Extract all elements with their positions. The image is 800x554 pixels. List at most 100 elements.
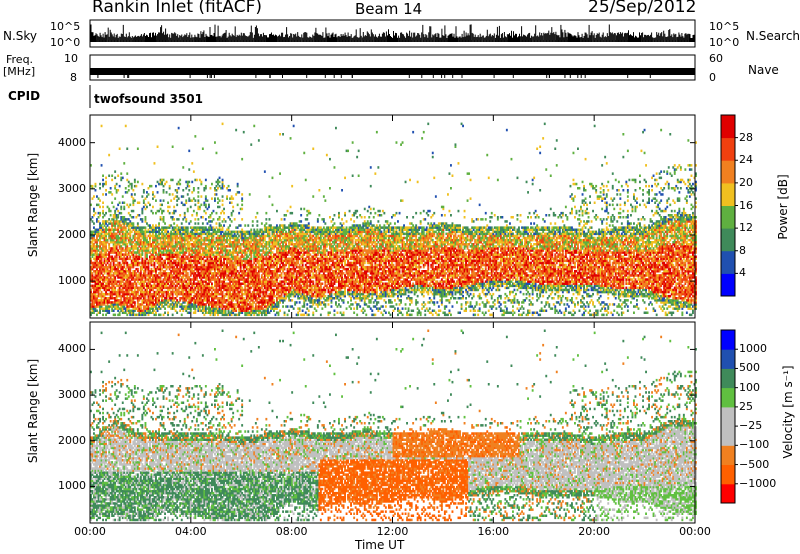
power-cell: [166, 191, 168, 194]
power-cell: [99, 206, 101, 209]
power-cell: [93, 222, 95, 225]
power-cell: [172, 146, 174, 149]
power-cell: [134, 301, 136, 304]
power-cell: [114, 197, 116, 200]
power-cell: [241, 158, 243, 161]
power-cell: [197, 195, 199, 198]
power-cell: [163, 216, 165, 219]
power-cell: [211, 283, 213, 286]
power-cell: [128, 189, 130, 192]
power-cell: [111, 193, 113, 196]
power-cell: [182, 189, 184, 192]
power-cell: [222, 195, 224, 198]
power-cell: [114, 177, 116, 180]
power-cell: [200, 195, 202, 198]
power-cell: [235, 129, 237, 132]
power-cell: [265, 212, 267, 215]
power-cell: [178, 197, 180, 200]
power-cell: [250, 229, 252, 232]
power-cell: [265, 218, 267, 221]
power-cell: [141, 183, 143, 186]
power-cell: [132, 216, 134, 219]
power-cell: [157, 191, 159, 194]
power-cell: [229, 224, 231, 227]
power-cell: [123, 202, 125, 205]
power-cell: [231, 220, 233, 223]
power-cell: [238, 212, 240, 215]
power-cell: [164, 307, 166, 310]
power-cell: [240, 224, 242, 227]
power-cell: [187, 272, 189, 275]
power-cell: [213, 218, 215, 221]
power-cell: [181, 222, 183, 225]
power-cell: [272, 177, 274, 180]
power-cell: [188, 150, 190, 153]
power-cell: [232, 197, 234, 200]
power-cell: [284, 218, 286, 221]
power-cell: [95, 212, 97, 215]
power-cell: [173, 218, 175, 221]
power-cell: [178, 127, 180, 130]
power-cell: [250, 143, 252, 146]
power-cell: [152, 191, 154, 194]
power-cell: [231, 202, 233, 205]
power-cell: [191, 181, 193, 184]
power-cell: [202, 222, 204, 225]
power-cell: [216, 152, 218, 155]
power-cell: [102, 175, 104, 178]
power-cell: [194, 204, 196, 207]
power-cell: [172, 193, 174, 196]
power-cell: [102, 206, 104, 209]
power-cell: [285, 214, 287, 217]
power-cell: [269, 195, 271, 198]
power-cell: [172, 179, 174, 182]
power-cell: [207, 199, 209, 202]
power-cell: [131, 193, 133, 196]
power-cell: [222, 199, 224, 202]
power-cell: [120, 206, 122, 209]
power-cell: [191, 214, 193, 217]
power-cell: [179, 179, 181, 182]
power-cell: [196, 212, 198, 215]
power-cell: [155, 199, 157, 202]
power-cell: [244, 224, 246, 227]
power-cell: [123, 162, 125, 165]
power-cell: [105, 177, 107, 180]
power-cell: [145, 226, 147, 229]
power-cell: [164, 222, 166, 225]
power-cell: [114, 314, 116, 317]
power-cell: [138, 202, 140, 205]
power-cell: [197, 191, 199, 194]
power-cell: [205, 185, 207, 188]
power-cell: [102, 210, 104, 213]
power-cell: [135, 185, 137, 188]
power-cell: [247, 224, 249, 227]
power-cell: [145, 216, 147, 219]
power-cell: [252, 220, 254, 223]
power-cell: [229, 189, 231, 192]
power-cell: [101, 164, 103, 167]
power-cell: [117, 189, 119, 192]
power-cell: [169, 206, 171, 209]
power-cell: [234, 218, 236, 221]
power-cell: [276, 210, 278, 213]
power-cell: [211, 183, 213, 186]
power-cell: [163, 199, 165, 202]
power-cell: [205, 212, 207, 215]
power-cell: [225, 220, 227, 223]
power-cell: [190, 206, 192, 209]
power-cell: [154, 162, 156, 165]
power-cell: [137, 222, 139, 225]
power-cell: [143, 189, 145, 192]
power-cell: [169, 185, 171, 188]
power-cell: [108, 175, 110, 178]
power-cell: [200, 204, 202, 207]
power-cell: [122, 195, 124, 198]
power-cell: [216, 193, 218, 196]
power-cell: [164, 312, 166, 315]
power-cell: [111, 202, 113, 205]
power-cell: [219, 216, 221, 219]
power-cell: [185, 218, 187, 221]
power-cell: [256, 224, 258, 227]
